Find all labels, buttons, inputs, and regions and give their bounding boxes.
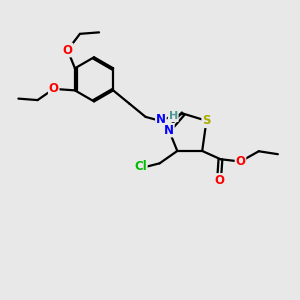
Text: O: O — [63, 44, 73, 56]
Text: O: O — [214, 174, 224, 187]
Text: N: N — [156, 113, 166, 126]
Text: H: H — [169, 111, 178, 121]
Text: N: N — [164, 124, 174, 136]
Text: O: O — [236, 155, 245, 168]
Text: O: O — [49, 82, 59, 95]
Text: S: S — [202, 114, 211, 127]
Text: Cl: Cl — [134, 160, 147, 173]
